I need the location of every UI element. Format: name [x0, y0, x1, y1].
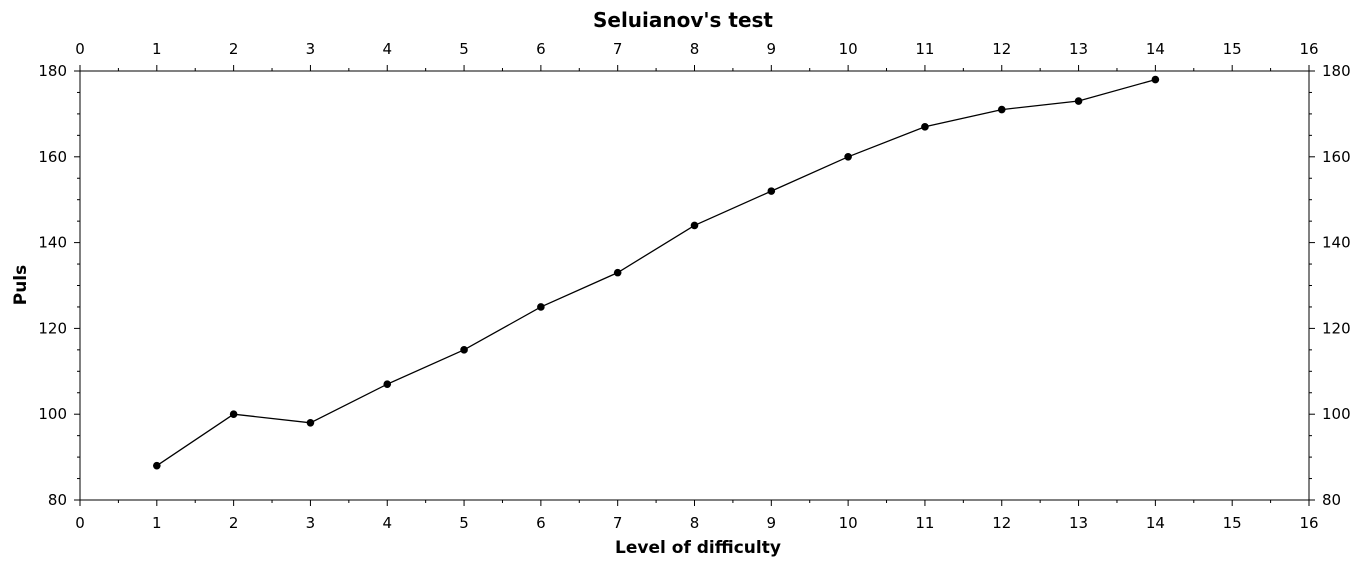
- data-point: [921, 122, 929, 131]
- data-point: [537, 303, 545, 311]
- x-tick-label-top: 13: [1069, 40, 1088, 58]
- x-tick-label-bottom: 5: [459, 514, 469, 532]
- data-point: [229, 410, 238, 419]
- x-tick-label-top: 7: [613, 40, 623, 58]
- chart-title: Seluianov's test: [593, 8, 773, 32]
- x-tick-label-top: 0: [75, 40, 85, 58]
- data-point: [1074, 97, 1083, 105]
- x-tick-label-top: 14: [1146, 40, 1165, 58]
- x-tick-label-bottom: 7: [613, 514, 623, 532]
- y-tick-label-right: 180: [1322, 62, 1351, 80]
- x-tick-label-top: 8: [690, 40, 700, 58]
- x-tick-label-top: 9: [767, 40, 777, 58]
- y-tick-label-left: 120: [38, 319, 67, 337]
- series-line: [156, 78, 1156, 467]
- x-tick-label-top: 6: [536, 40, 546, 58]
- x-tick-label-top: 3: [306, 40, 316, 58]
- x-tick-label-bottom: 11: [915, 514, 934, 532]
- data-point: [460, 346, 468, 354]
- data-points: [153, 75, 1160, 470]
- x-tick-label-top: 10: [839, 40, 858, 58]
- x-tick-label-top: 1: [152, 40, 162, 58]
- y-tick-label-left: 160: [38, 148, 67, 166]
- plot-frame: [79, 70, 1310, 501]
- data-point: [767, 187, 776, 195]
- x-tick-label-top: 2: [229, 40, 239, 58]
- x-tick-label-bottom: 0: [75, 514, 85, 532]
- axis-tick-labels: 0011223344556677889910101111121213131414…: [38, 40, 1350, 532]
- x-tick-label-bottom: 12: [992, 514, 1011, 532]
- y-tick-label-left: 100: [38, 405, 67, 423]
- x-tick-label-top: 11: [915, 40, 934, 58]
- y-tick-label-left: 180: [38, 62, 67, 80]
- x-tick-label-bottom: 9: [767, 514, 777, 532]
- x-tick-label-bottom: 13: [1069, 514, 1088, 532]
- x-tick-label-top: 15: [1223, 40, 1242, 58]
- x-tick-label-bottom: 16: [1299, 514, 1318, 532]
- x-tick-label-bottom: 10: [839, 514, 858, 532]
- x-tick-label-top: 12: [992, 40, 1011, 58]
- y-tick-label-right: 140: [1322, 234, 1351, 252]
- x-axis-title: Level of difficulty: [615, 538, 781, 558]
- data-point: [306, 418, 315, 427]
- x-tick-label-bottom: 1: [152, 514, 162, 532]
- x-tick-label-bottom: 15: [1223, 514, 1242, 532]
- x-tick-label-top: 5: [459, 40, 469, 58]
- y-tick-label-right: 80: [1322, 491, 1341, 509]
- x-tick-label-top: 4: [382, 40, 392, 58]
- x-tick-label-bottom: 2: [229, 514, 239, 532]
- x-tick-label-bottom: 4: [382, 514, 392, 532]
- x-tick-label-bottom: 8: [690, 514, 700, 532]
- y-tick-label-left: 140: [38, 234, 67, 252]
- y-axis-title: Puls: [11, 265, 31, 306]
- data-point: [383, 380, 392, 388]
- x-tick-label-top: 16: [1299, 40, 1318, 58]
- data-point: [153, 461, 161, 470]
- data-point: [1151, 75, 1160, 84]
- data-point: [997, 105, 1006, 114]
- y-tick-label-right: 100: [1322, 405, 1351, 423]
- x-tick-label-bottom: 6: [536, 514, 546, 532]
- x-tick-label-bottom: 14: [1146, 514, 1165, 532]
- y-tick-label-left: 80: [48, 491, 67, 509]
- x-tick-label-bottom: 3: [306, 514, 316, 532]
- data-point: [690, 221, 699, 230]
- data-point: [844, 153, 852, 161]
- axis-ticks: [74, 65, 1315, 506]
- data-point: [613, 268, 622, 277]
- y-tick-label-right: 160: [1322, 148, 1351, 166]
- y-tick-label-right: 120: [1322, 319, 1351, 337]
